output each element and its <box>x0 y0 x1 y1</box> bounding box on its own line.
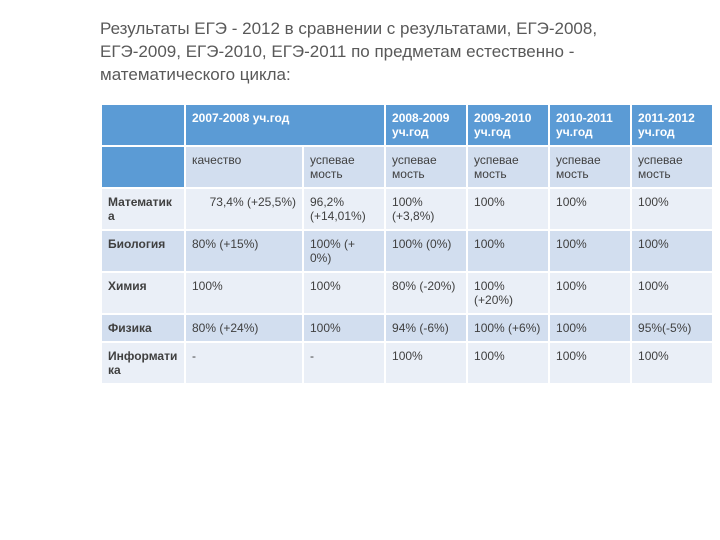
cell: 100% <box>631 188 713 230</box>
cell: 100% <box>303 272 385 314</box>
table-header-row: 2007-2008 уч.год 2008-2009 уч.год 2009-2… <box>101 104 713 146</box>
header-year: 2011-2012 уч.год <box>631 104 713 146</box>
cell: 73,4% (+25,5%) <box>185 188 303 230</box>
cell: 100% <box>467 342 549 384</box>
cell: 100% <box>549 314 631 342</box>
cell: 100% (+6%) <box>467 314 549 342</box>
cell: - <box>303 342 385 384</box>
table-row: Физика 80% (+24%) 100% 94% (-6%) 100% (+… <box>101 314 713 342</box>
table-row: Химия 100% 100% 80% (-20%) 100% (+20%) 1… <box>101 272 713 314</box>
subheader-blank <box>101 146 185 188</box>
cell: 100% (0%) <box>385 230 467 272</box>
cell: 80% (+15%) <box>185 230 303 272</box>
header-blank <box>101 104 185 146</box>
subheader-cell: успевае мость <box>549 146 631 188</box>
cell: 100% <box>467 188 549 230</box>
cell: 100% <box>549 230 631 272</box>
cell: 100% (+20%) <box>467 272 549 314</box>
cell: 100% <box>385 342 467 384</box>
subheader-cell: успевае мость <box>467 146 549 188</box>
cell: 100% <box>549 342 631 384</box>
row-subject: Биология <box>101 230 185 272</box>
header-year: 2009-2010 уч.год <box>467 104 549 146</box>
row-subject: Информатика <box>101 342 185 384</box>
subheader-cell: успевае мость <box>385 146 467 188</box>
subheader-cell: качество <box>185 146 303 188</box>
cell: 100% (+ 0%) <box>303 230 385 272</box>
page-title: Результаты ЕГЭ - 2012 в сравнении с резу… <box>100 18 690 87</box>
cell: 100% (+3,8%) <box>385 188 467 230</box>
row-subject: Физика <box>101 314 185 342</box>
table-subheader-row: качество успевае мость успевае мость усп… <box>101 146 713 188</box>
cell: 100% <box>631 230 713 272</box>
cell: 100% <box>467 230 549 272</box>
cell: 100% <box>631 272 713 314</box>
cell: 100% <box>631 342 713 384</box>
cell: 100% <box>549 188 631 230</box>
row-subject: Математика <box>101 188 185 230</box>
header-year: 2008-2009 уч.год <box>385 104 467 146</box>
cell: 80% (-20%) <box>385 272 467 314</box>
slide: Результаты ЕГЭ - 2012 в сравнении с резу… <box>0 0 720 540</box>
cell: 96,2% (+14,01%) <box>303 188 385 230</box>
table-row: Информатика - - 100% 100% 100% 100% <box>101 342 713 384</box>
results-table: 2007-2008 уч.год 2008-2009 уч.год 2009-2… <box>100 103 714 385</box>
header-year: 2007-2008 уч.год <box>185 104 385 146</box>
cell: 100% <box>185 272 303 314</box>
cell: 100% <box>303 314 385 342</box>
subheader-cell: успевае мость <box>631 146 713 188</box>
row-subject: Химия <box>101 272 185 314</box>
header-year: 2010-2011 уч.год <box>549 104 631 146</box>
cell: 95%(-5%) <box>631 314 713 342</box>
cell: 94% (-6%) <box>385 314 467 342</box>
table-row: Математика 73,4% (+25,5%) 96,2% (+14,01%… <box>101 188 713 230</box>
cell: - <box>185 342 303 384</box>
cell: 80% (+24%) <box>185 314 303 342</box>
table-row: Биология 80% (+15%) 100% (+ 0%) 100% (0%… <box>101 230 713 272</box>
cell: 100% <box>549 272 631 314</box>
subheader-cell: успевае мость <box>303 146 385 188</box>
